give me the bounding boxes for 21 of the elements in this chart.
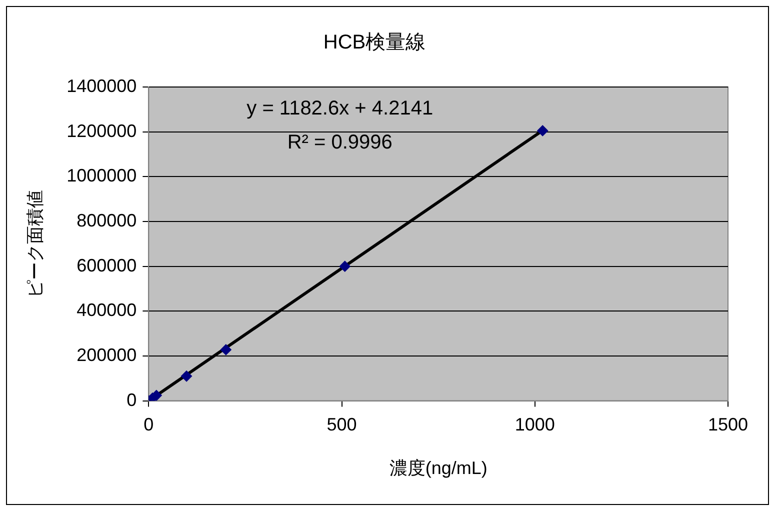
y-tick-label: 400000 (76, 300, 137, 320)
x-tick-label: 1500 (708, 414, 748, 435)
x-tick-label: 0 (144, 414, 154, 435)
x-tick-label: 500 (326, 414, 357, 435)
y-tick-label: 1200000 (66, 120, 137, 141)
y-tick-label: 1400000 (66, 76, 137, 96)
y-tick-label: 600000 (76, 255, 137, 276)
x-axis-title: 濃度(ng/mL) (389, 458, 488, 478)
y-tick-label: 0 (126, 390, 137, 410)
y-tick-label: 1000000 (66, 166, 137, 186)
point (220, 344, 232, 356)
annotation: R² = 0.9996 (287, 132, 392, 154)
annotation: y = 1182.6x + 4.2141 (246, 98, 434, 120)
x-tick-label: 1000 (514, 414, 555, 435)
point (537, 125, 548, 136)
chart-title: HCB検量線 (323, 32, 426, 54)
y-tick-label: 800000 (76, 210, 137, 230)
point (339, 260, 350, 272)
y-axis-title: ピーク面積値 (24, 190, 45, 298)
y-tick-label: 200000 (76, 344, 137, 365)
point (181, 370, 192, 382)
